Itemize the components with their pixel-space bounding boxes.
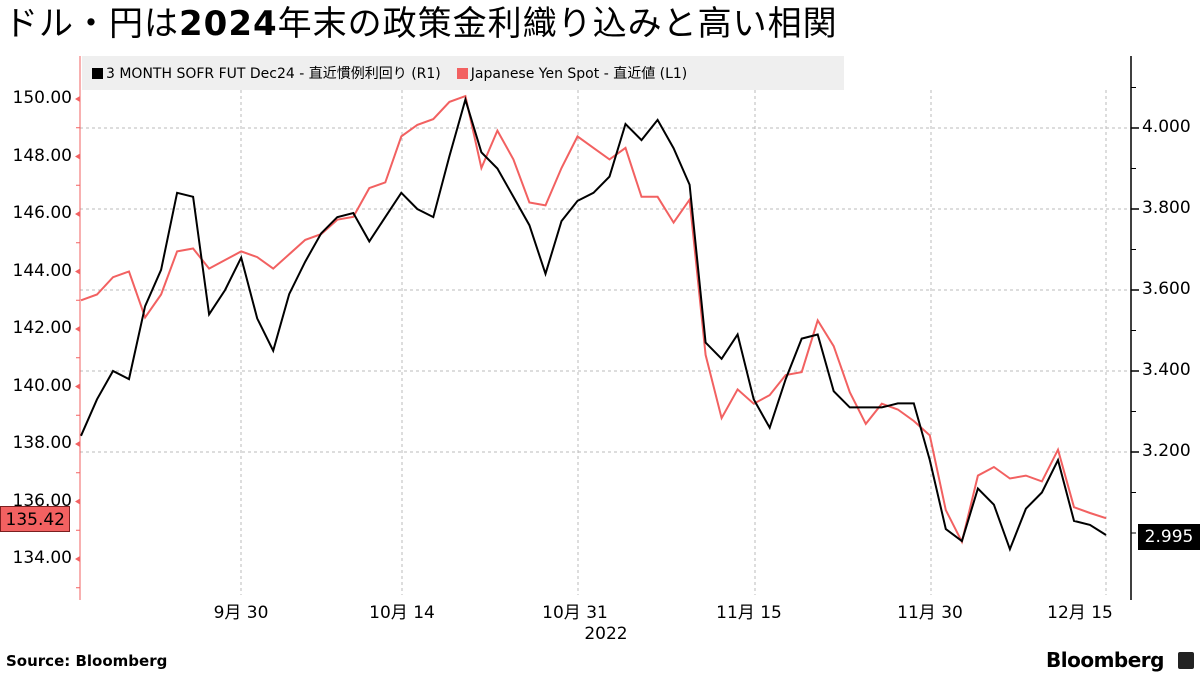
title-suffix: 年末の政策金利織り込みと高い相関 [277,4,838,44]
x-year-label: 2022 [584,624,628,644]
left-tick-label: 150.00 [12,88,72,108]
legend-item-yen: Japanese Yen Spot - 直近値 (L1) [456,63,688,83]
right-tick-label: 3.400 [1142,360,1191,380]
bloomberg-chart-icon [1178,652,1194,669]
yen-series-line [80,94,1107,545]
legend-item-sofr: 3 MONTH SOFR FUT Dec24 - 直近慣例利回り (R1) [92,63,441,83]
x-tick-label: 11月 15 [716,603,782,623]
brand-logo: Bloomberg [1046,648,1164,672]
legend: 3 MONTH SOFR FUT Dec24 - 直近慣例利回り (R1) Ja… [82,56,844,90]
legend-label-yen: Japanese Yen Spot - 直近値 (L1) [470,66,688,82]
x-tick-label: 10月 31 [542,603,608,623]
title-year: 2024 [179,4,278,44]
legend-swatch-black-icon [92,67,103,79]
x-tick-label: 9月 30 [213,603,269,623]
source-note: Source: Bloomberg [6,652,168,670]
left-tick-label: 134.00 [12,548,72,568]
title-prefix: ドル・円は [4,4,179,44]
right-tick-label: 4.000 [1142,117,1191,137]
left-tick-label: 138.00 [12,433,72,453]
chart-title: ドル・円は2024年末の政策金利織り込みと高い相関 [4,2,838,46]
left-tick-label: 144.00 [12,261,72,281]
legend-label-sofr: 3 MONTH SOFR FUT Dec24 - 直近慣例利回り (R1) [106,66,441,82]
sofr-series-line [80,96,1107,553]
right-tick-label: 3.200 [1142,441,1191,461]
left-tick-label: 146.00 [12,203,72,223]
x-tick-label: 11月 30 [897,603,963,623]
right-tick-label: 3.600 [1142,279,1191,299]
sofr-last-value-badge: 2.995 [1138,524,1200,550]
legend-swatch-red-icon [456,67,468,79]
left-tick-label: 148.00 [12,146,72,166]
right-tick-label: 3.800 [1142,198,1191,218]
x-tick-label: 12月 15 [1047,603,1113,623]
yen-last-value-badge: 135.42 [0,506,70,532]
grid-lines [80,90,1131,595]
x-tick-label: 10月 14 [369,603,435,623]
axis-ticks [75,87,1139,589]
left-tick-label: 142.00 [12,318,72,338]
left-tick-label: 140.00 [12,376,72,396]
